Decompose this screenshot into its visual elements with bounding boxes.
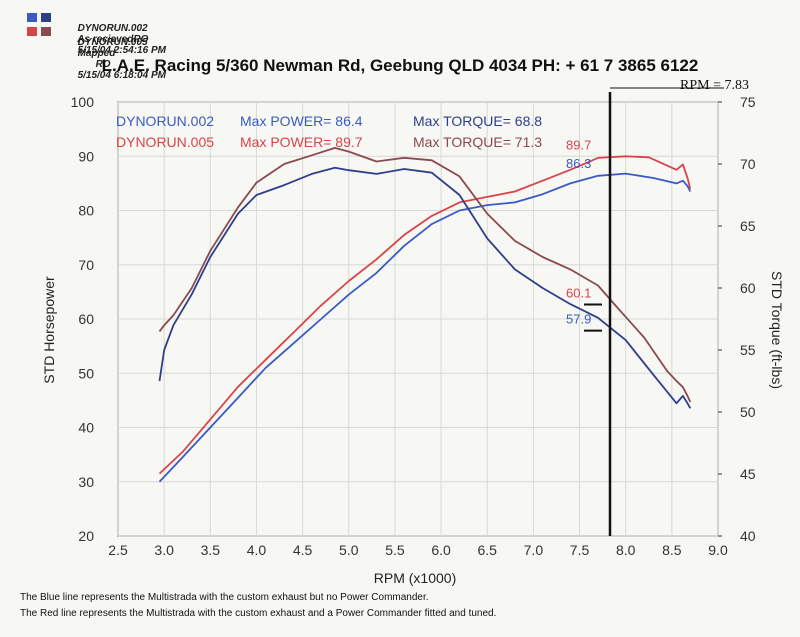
- header-run005-file: DYNORUN.005: [77, 37, 148, 48]
- y-tick-label: 90: [78, 148, 94, 164]
- header-run002-file: DYNORUN.002: [77, 23, 148, 34]
- y-tick-label: 60: [78, 311, 94, 327]
- y-tick-label: 30: [78, 474, 94, 490]
- page-title: L.A.E. Racing 5/360 Newman Rd, Geebung Q…: [101, 56, 699, 75]
- header-run002-note: As recieved: [77, 34, 134, 45]
- run002-swatch-a: [27, 13, 37, 22]
- x-tick-label: 6.0: [431, 542, 451, 558]
- axes: 2.5 3.0 3.5 4.0 4.5 5.0 5.5 6.0 6.5 7.0 7.5 8.0 8.5 9…: [71, 94, 756, 558]
- header-run002: DYNORUN.002 As recievedRO 5/15/04 2:54:1…: [72, 12, 166, 56]
- footer-note-red: The Red line represents the Multistrada …: [20, 608, 497, 619]
- y2-tick-label: 60: [740, 280, 756, 296]
- x-tick-label: 5.0: [339, 542, 359, 558]
- y-axis-label: STD Horsepower: [41, 276, 57, 384]
- legend-run005-name: DYNORUN.005: [116, 134, 214, 150]
- x-tick-label: 5.5: [385, 542, 405, 558]
- y-tick-label: 70: [78, 257, 94, 273]
- legend-run002-power: Max POWER= 86.4: [240, 113, 363, 129]
- series-line-2: [158, 155, 692, 475]
- header-run005-note: Mapped: [77, 48, 116, 59]
- y2-tick-label: 45: [740, 466, 756, 482]
- y2-tick-label: 50: [740, 404, 756, 420]
- legend-run005-torque: Max TORQUE= 71.3: [413, 134, 542, 150]
- y-tick-label: 100: [71, 94, 95, 110]
- series-lines: [158, 146, 692, 483]
- x-tick-label: 3.0: [154, 542, 174, 558]
- x-tick-label: 6.5: [477, 542, 497, 558]
- y-tick-label: 20: [78, 528, 94, 544]
- cursor-value-label: 86.3: [566, 156, 591, 171]
- x-axis-label: RPM (x1000): [374, 570, 456, 586]
- y2-tick-label: 40: [740, 528, 756, 544]
- legend-run002-name: DYNORUN.002: [116, 113, 214, 129]
- x-tick-label: 9.0: [708, 542, 728, 558]
- y2-tick-label: 55: [740, 342, 756, 358]
- y2-tick-label: 75: [740, 94, 756, 110]
- annotations: 89.7 86.3 60.1 57.9: [566, 87, 724, 536]
- cursor-value-label: 57.9: [566, 312, 591, 327]
- cursor-value-label: 60.1: [566, 286, 591, 301]
- run002-swatch-b: [41, 13, 51, 22]
- run005-swatch-a: [27, 27, 37, 36]
- x-tick-label: 8.0: [616, 542, 636, 558]
- legend-run005-power: Max POWER= 89.7: [240, 134, 363, 150]
- footer-note-blue: The Blue line represents the Multistrada…: [20, 592, 429, 603]
- series-line-3: [158, 166, 692, 409]
- legend-run002-torque: Max TORQUE= 68.8: [413, 113, 542, 129]
- header-run002-date: 5/15/04 2:54:16 PM: [77, 45, 166, 56]
- y2-tick-label: 65: [740, 218, 756, 234]
- cursor-value-label: 89.7: [566, 137, 591, 152]
- series-line-1: [158, 172, 692, 483]
- x-tick-label: 4.0: [247, 542, 267, 558]
- x-tick-label: 7.5: [570, 542, 590, 558]
- x-tick-label: 7.0: [524, 542, 544, 558]
- header-run005: DYNORUN.005 Mapped RO 5/15/04 6:18:04 PM: [72, 26, 166, 81]
- y2-tick-label: 70: [740, 156, 756, 172]
- x-tick-label: 2.5: [108, 542, 128, 558]
- run005-swatch-b: [41, 27, 51, 36]
- series-line-4: [158, 146, 692, 403]
- header-run002-tag: RO: [133, 34, 149, 45]
- y2-axis-label: STD Torque (ft-lbs): [769, 271, 785, 389]
- header-run005-date: 5/15/04 6:18:04 PM: [77, 70, 166, 81]
- header-run005-tag: RO: [95, 59, 111, 70]
- x-tick-label: 8.5: [662, 542, 682, 558]
- rpm-readout: RPM = 7.83: [680, 78, 749, 93]
- y-tick-label: 40: [78, 420, 94, 436]
- grid: [117, 101, 719, 537]
- x-tick-label: 3.5: [201, 542, 221, 558]
- y-tick-label: 80: [78, 203, 94, 219]
- x-tick-label: 4.5: [293, 542, 313, 558]
- y-tick-label: 50: [78, 365, 94, 381]
